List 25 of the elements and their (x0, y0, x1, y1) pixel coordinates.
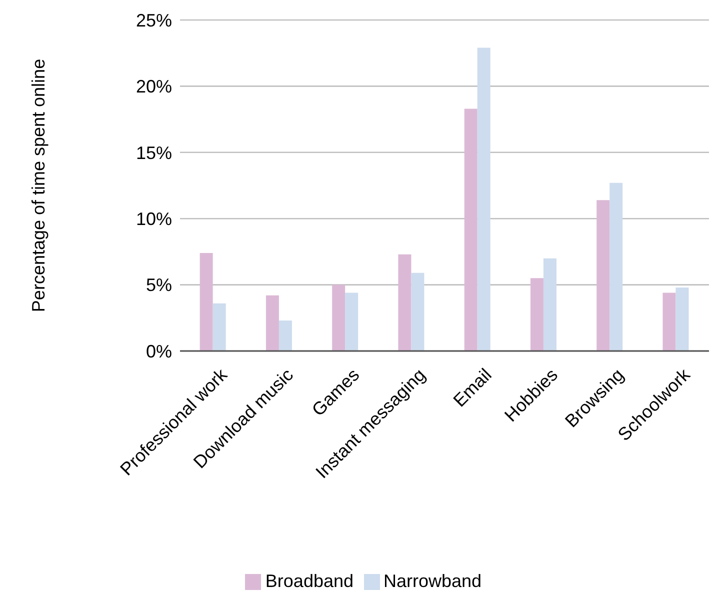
y-tick-label: 5% (146, 275, 172, 296)
y-tick-label: 15% (136, 142, 172, 163)
bar (398, 254, 412, 351)
bar (662, 292, 676, 351)
bar (610, 182, 623, 351)
bar (477, 48, 490, 351)
bar (411, 272, 424, 351)
bar (530, 278, 544, 351)
bar (332, 284, 346, 351)
y-tick-label: 25% (136, 10, 172, 30)
bar (345, 292, 358, 351)
y-axis-title: Percentage of time spent online (28, 58, 48, 312)
y-tick-label: 10% (136, 208, 172, 229)
bar (278, 320, 292, 351)
legend-label: Narrowband (384, 571, 482, 591)
bar (200, 253, 213, 351)
bar (676, 287, 689, 351)
legend-label: Broadband (265, 571, 354, 591)
bar (464, 108, 478, 351)
bar (212, 303, 226, 351)
bar (596, 200, 610, 351)
bar (543, 258, 556, 351)
y-tick-label: 0% (146, 341, 172, 362)
bar (266, 295, 279, 351)
y-tick-label: 20% (136, 76, 172, 97)
